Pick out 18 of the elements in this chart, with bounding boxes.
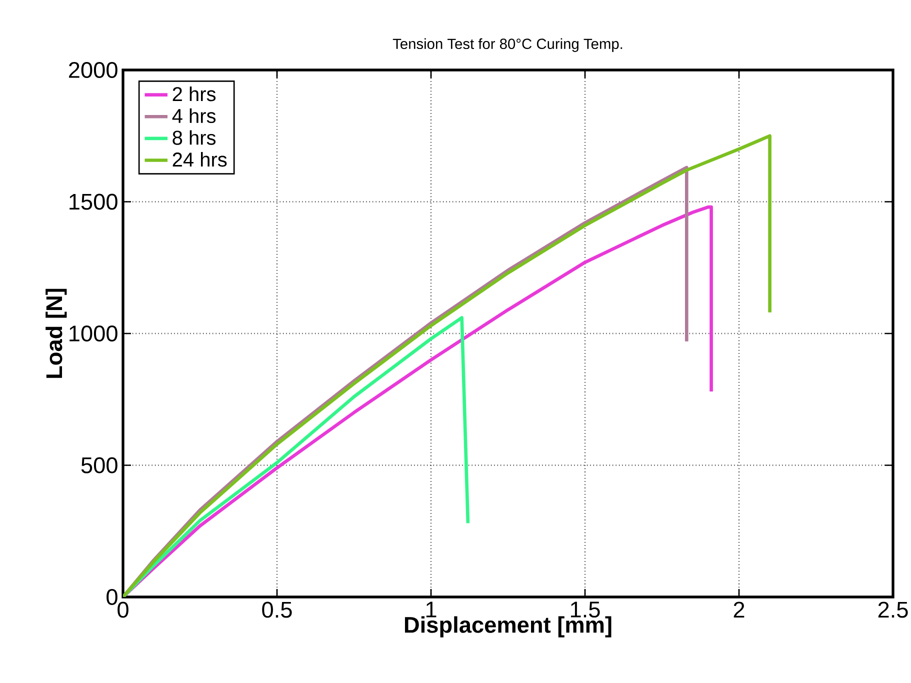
x-axis-title: Displacement [mm] (404, 616, 612, 638)
y-tick-label: 500 (81, 457, 118, 474)
y-tick-label: 1500 (70, 194, 118, 210)
x-tick-label: 2.5 (878, 602, 908, 618)
y-tick-label: 0 (106, 588, 118, 606)
x-tick-label: 0.5 (262, 602, 292, 618)
x-tick-label: 0 (118, 602, 128, 618)
x-tick-label: 1 (426, 602, 436, 618)
legend-label: 4 hrs (172, 108, 216, 124)
x-tick-label: 2 (734, 602, 744, 618)
chart-title: Tension Test for 80°C Curing Temp. (392, 38, 622, 52)
legend-label: 2 hrs (172, 86, 216, 102)
y-tick-label: 2000 (69, 62, 118, 78)
x-tick-label: 1.5 (570, 602, 600, 618)
y-tick-label: 1000 (70, 325, 118, 342)
legend-label: 8 hrs (172, 130, 216, 145)
legend-label: 24 hrs (172, 152, 227, 167)
y-axis-title: Load [N] (46, 288, 67, 378)
